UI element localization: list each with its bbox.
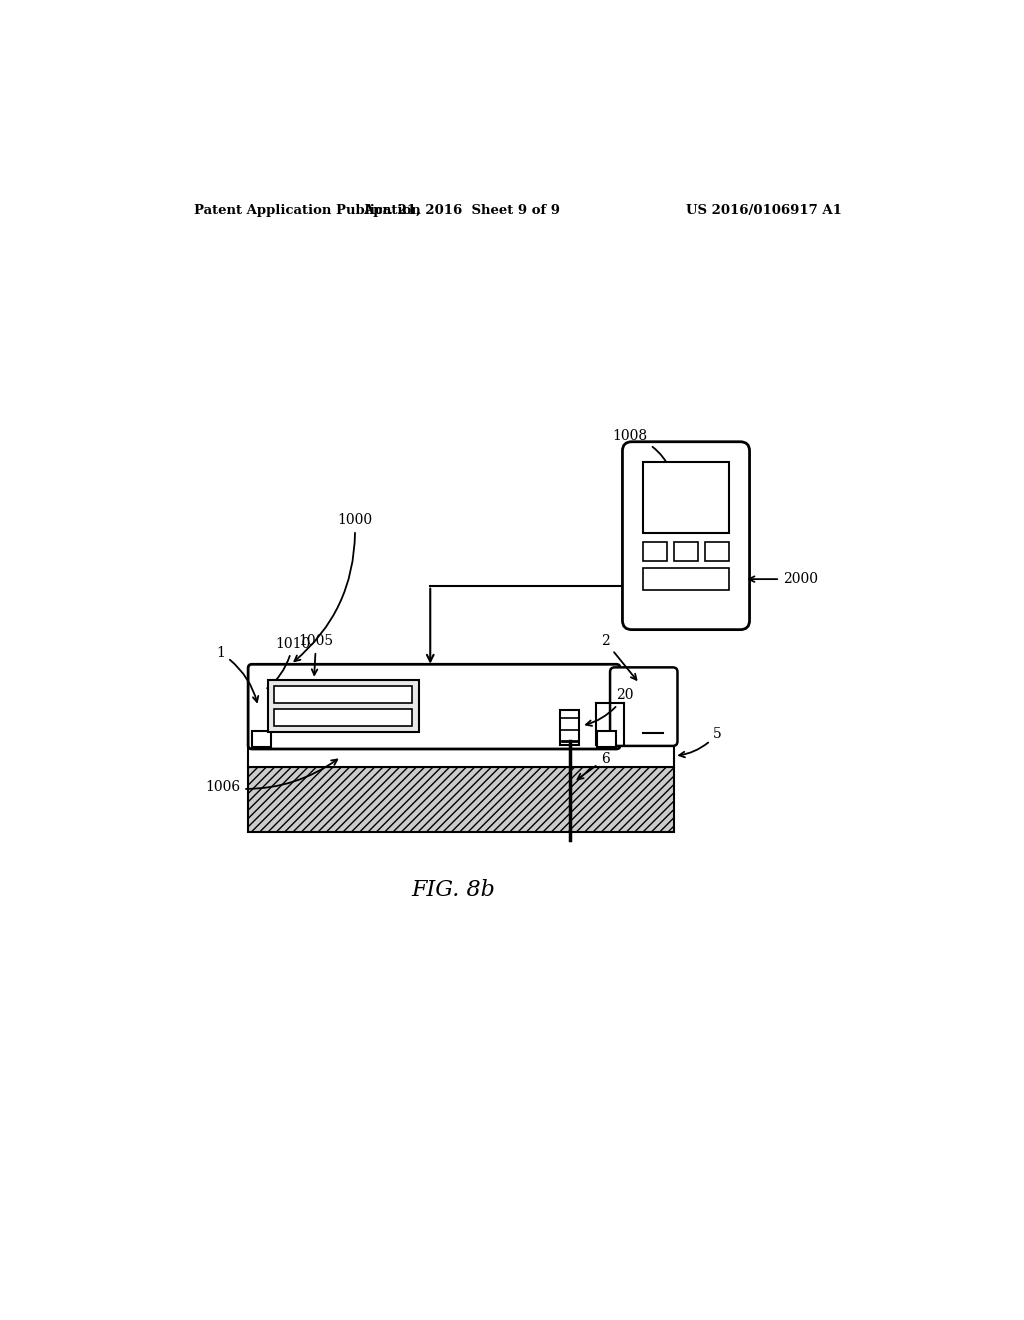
Text: Apr. 21, 2016  Sheet 9 of 9: Apr. 21, 2016 Sheet 9 of 9: [362, 205, 560, 218]
Bar: [643, 543, 668, 561]
Bar: [248, 744, 675, 767]
Text: FIG. 8b: FIG. 8b: [412, 879, 496, 900]
Text: Patent Application Publication: Patent Application Publication: [194, 205, 421, 218]
Text: 1000: 1000: [295, 513, 373, 661]
FancyBboxPatch shape: [248, 664, 621, 748]
Bar: [674, 543, 698, 561]
Text: 6: 6: [578, 752, 609, 779]
Text: 2000: 2000: [749, 572, 818, 586]
Bar: [597, 731, 616, 747]
Bar: [273, 686, 413, 702]
Bar: [705, 543, 729, 561]
Bar: [643, 462, 729, 533]
Text: US 2016/0106917 A1: US 2016/0106917 A1: [686, 205, 842, 218]
Bar: [267, 680, 419, 733]
Bar: [643, 569, 729, 590]
Bar: [560, 710, 579, 744]
FancyBboxPatch shape: [610, 668, 678, 746]
Text: 1006: 1006: [205, 759, 337, 795]
Text: 5: 5: [679, 726, 722, 758]
Bar: [252, 731, 271, 747]
Bar: [248, 767, 675, 832]
Text: 1010: 1010: [267, 636, 310, 688]
Text: 20: 20: [586, 688, 634, 726]
Text: 1: 1: [216, 645, 258, 702]
FancyBboxPatch shape: [623, 442, 750, 630]
Text: 2: 2: [601, 634, 637, 680]
Text: 1005: 1005: [299, 634, 334, 675]
Text: 1008: 1008: [612, 429, 671, 470]
Bar: [273, 709, 413, 726]
